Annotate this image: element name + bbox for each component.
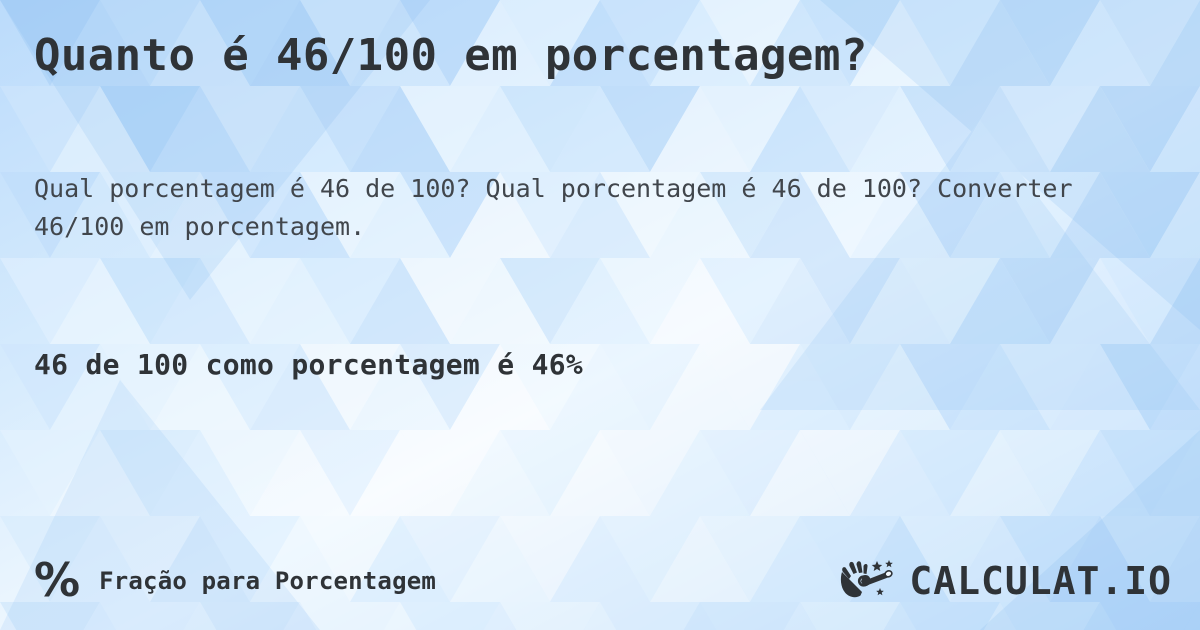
percent-icon: % [34,552,81,607]
footer-category: % Fração para Porcentagem [34,552,437,607]
intro-description: Qual porcentagem é 46 de 100? Qual porce… [34,174,1073,241]
page-title: Quanto é 46/100 em porcentagem? [34,30,868,81]
magic-wand-hand-icon [841,560,894,598]
footer: % Fração para Porcentagem [34,554,1172,608]
calculatio-logo[interactable]: CALCULAT.IO [839,559,1172,603]
logo-text: CALCULAT.IO [909,559,1172,603]
result-statement: 46 de 100 como porcentagem é 46% [34,348,584,381]
footer-category-label: Fração para Porcentagem [99,567,437,595]
